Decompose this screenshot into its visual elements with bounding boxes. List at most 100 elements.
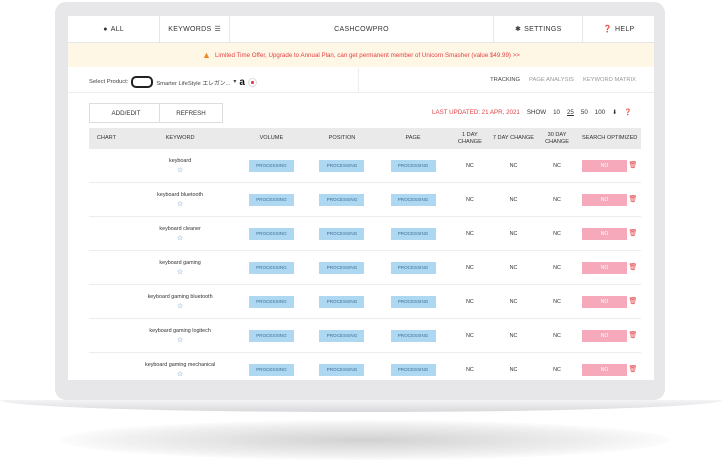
one-day-change: NC [448, 284, 492, 319]
chart-cell[interactable] [89, 352, 124, 380]
top-nav: ● ALL KEYWORDS ☰ CASHCOWPRO ✱ SETTINGS ❓… [68, 16, 654, 43]
one-day-change: NC [448, 250, 492, 285]
star-icon[interactable]: ☆ [176, 371, 184, 378]
tab-tracking[interactable]: TRACKING [490, 77, 521, 83]
chart-cell[interactable] [89, 182, 124, 217]
page-badge: PROCESSING [390, 193, 436, 206]
volume-cell: PROCESSING [236, 352, 307, 380]
volume-cell: PROCESSING [236, 182, 307, 217]
optimized-cell: NO 🗑 [578, 182, 641, 217]
volume-badge: PROCESSING [248, 227, 294, 240]
thirty-day-change: NC [535, 149, 579, 183]
chart-cell[interactable] [89, 250, 124, 285]
download-icon[interactable]: ⬇ [612, 108, 618, 116]
view-tabs: TRACKING PAGE ANALYSIS KEYWORD MATRIX [490, 77, 636, 83]
trash-icon[interactable]: 🗑 [628, 365, 638, 373]
col-chart: CHART [89, 128, 124, 149]
page-cell: PROCESSING [377, 318, 449, 353]
thirty-day-change: NC [535, 250, 579, 285]
optimized-badge: NO [581, 159, 627, 172]
keyword-table: CHART KEYWORD VOLUME POSITION PAGE 1 DAY… [89, 128, 641, 380]
laptop-base [0, 400, 722, 412]
position-cell: PROCESSING [306, 318, 378, 353]
trash-icon[interactable]: 🗑 [628, 263, 638, 271]
keyword-text: keyboard gaming mechanical [145, 362, 216, 368]
trash-icon[interactable]: 🗑 [628, 229, 638, 237]
star-icon[interactable]: ☆ [176, 269, 184, 276]
position-badge: PROCESSING [319, 193, 365, 206]
optimized-cell: NO 🗑 [578, 318, 641, 353]
star-icon[interactable]: ☆ [176, 235, 184, 242]
position-cell: PROCESSING [306, 149, 378, 183]
refresh-button[interactable]: REFRESH [159, 103, 223, 123]
volume-badge: PROCESSING [248, 193, 294, 206]
position-cell: PROCESSING [306, 352, 378, 380]
volume-cell: PROCESSING [236, 216, 307, 251]
chart-cell[interactable] [89, 149, 124, 183]
page-size-10[interactable]: 10 [553, 108, 560, 116]
seven-day-change: NC [491, 250, 536, 285]
seven-day-change: NC [491, 182, 536, 217]
tab-keyword-matrix[interactable]: KEYWORD MATRIX [582, 77, 636, 83]
page-size-100[interactable]: 100 [594, 108, 606, 116]
keyword-cell: keyboard ☆ [123, 149, 237, 183]
thirty-day-change: NC [535, 182, 579, 217]
trash-icon[interactable]: 🗑 [628, 161, 638, 169]
page-cell: PROCESSING [377, 352, 449, 380]
trash-icon[interactable]: 🗑 [628, 195, 638, 203]
one-day-change: NC [448, 216, 492, 251]
help-circle-icon[interactable]: ❓ [624, 109, 632, 116]
col-keyword: KEYWORD [123, 128, 237, 149]
chart-cell[interactable] [89, 284, 124, 319]
amazon-icon: a [239, 76, 245, 88]
position-badge: PROCESSING [319, 227, 365, 240]
seven-day-change: NC [491, 216, 536, 251]
wrench-icon: ✱ [515, 26, 522, 33]
question-icon: ❓ [602, 26, 612, 33]
page-size-25[interactable]: 25 [566, 108, 574, 116]
star-icon[interactable]: ☆ [176, 167, 184, 174]
offer-banner[interactable]: ▲ Limited Time Offer, Upgrade to Annual … [68, 43, 654, 67]
chart-cell[interactable] [89, 318, 124, 353]
volume-cell: PROCESSING [236, 318, 307, 353]
product-selector[interactable]: Select Product: Smarter LifeStyle エレガン..… [89, 76, 257, 88]
show-label: SHOW [526, 108, 547, 116]
optimized-badge: NO [581, 193, 627, 206]
fire-icon: ▲ [202, 50, 211, 60]
star-icon[interactable]: ☆ [176, 303, 184, 310]
tab-page-analysis[interactable]: PAGE ANALYSIS [529, 77, 574, 83]
optimized-badge: NO [581, 363, 627, 376]
page-size-50[interactable]: 50 [580, 108, 588, 116]
optimized-badge: NO [581, 261, 627, 274]
chart-cell[interactable] [89, 216, 124, 251]
optimized-cell: NO 🗑 [578, 250, 641, 285]
nav-brand[interactable]: CASHCOWPRO [230, 16, 495, 42]
nav-help[interactable]: ❓ HELP [602, 25, 635, 34]
seven-day-change: NC [491, 284, 536, 319]
star-icon[interactable]: ☆ [176, 201, 184, 208]
add-edit-button[interactable]: ADD/EDIT [89, 103, 163, 123]
col-1day: 1 DAY CHANGE [448, 128, 492, 149]
position-cell: PROCESSING [306, 216, 378, 251]
seven-day-change: NC [491, 318, 536, 353]
star-icon[interactable]: ☆ [176, 337, 184, 344]
table-row: keyboard gaming logitech ☆ PROCESSING PROCE… [89, 318, 641, 353]
divider [358, 68, 359, 92]
keyword-text: keyboard gaming bluetooth [147, 294, 213, 300]
page-badge: PROCESSING [390, 159, 436, 172]
trash-icon[interactable]: 🗑 [628, 297, 638, 305]
nav-keywords[interactable]: KEYWORDS ☰ [160, 16, 230, 42]
col-volume: VOLUME [236, 128, 307, 149]
nav-all[interactable]: ● ALL [68, 16, 161, 42]
nav-settings[interactable]: ✱ SETTINGS [494, 16, 584, 42]
position-badge: PROCESSING [319, 363, 365, 376]
product-bar: Select Product: Smarter LifeStyle エレガン..… [68, 68, 654, 93]
one-day-change: NC [448, 352, 492, 380]
keyword-cell: keyboard gaming logitech ☆ [123, 318, 237, 353]
table-row: keyboard gaming bluetooth ☆ PROCESSING PROC… [89, 284, 641, 319]
keyword-text: keyboard cleaner [159, 226, 201, 232]
trash-icon[interactable]: 🗑 [628, 331, 638, 339]
position-badge: PROCESSING [319, 261, 365, 274]
keyword-cell: keyboard gaming mechanical ☆ [123, 352, 237, 380]
one-day-change: NC [448, 182, 492, 217]
